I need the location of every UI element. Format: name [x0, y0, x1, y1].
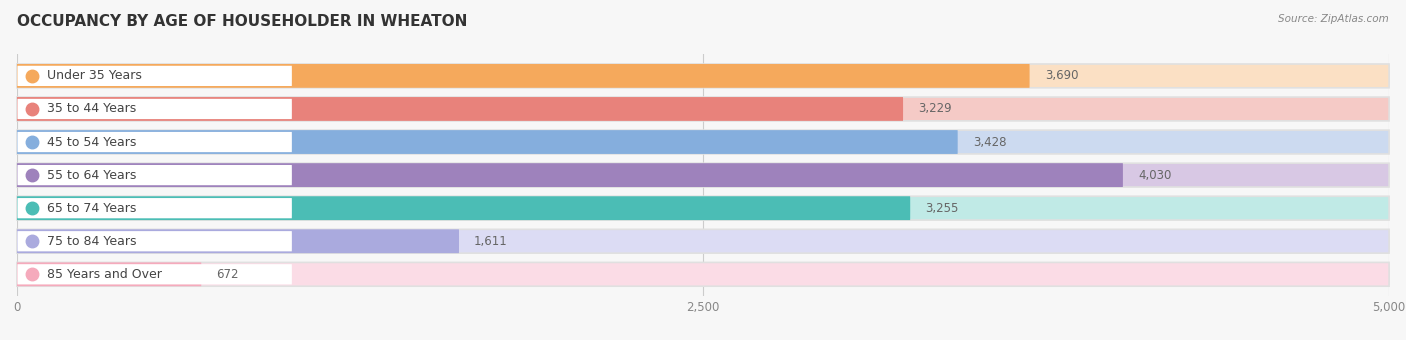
Text: 65 to 74 Years: 65 to 74 Years	[46, 202, 136, 215]
Text: 45 to 54 Years: 45 to 54 Years	[46, 136, 136, 149]
FancyBboxPatch shape	[17, 130, 1389, 154]
FancyBboxPatch shape	[17, 196, 910, 220]
FancyBboxPatch shape	[17, 231, 292, 251]
Text: Under 35 Years: Under 35 Years	[46, 69, 142, 82]
Text: 85 Years and Over: 85 Years and Over	[46, 268, 162, 281]
FancyBboxPatch shape	[17, 99, 292, 119]
FancyBboxPatch shape	[17, 165, 292, 185]
Text: 1,611: 1,611	[474, 235, 508, 248]
Text: 3,690: 3,690	[1045, 69, 1078, 82]
FancyBboxPatch shape	[17, 230, 458, 253]
Text: 35 to 44 Years: 35 to 44 Years	[46, 102, 136, 116]
FancyBboxPatch shape	[17, 97, 903, 121]
Text: 3,255: 3,255	[925, 202, 959, 215]
Text: 55 to 64 Years: 55 to 64 Years	[46, 169, 136, 182]
FancyBboxPatch shape	[17, 97, 1389, 121]
FancyBboxPatch shape	[17, 163, 1389, 187]
Text: Source: ZipAtlas.com: Source: ZipAtlas.com	[1278, 14, 1389, 23]
Text: 672: 672	[217, 268, 239, 281]
Text: 4,030: 4,030	[1137, 169, 1171, 182]
FancyBboxPatch shape	[17, 163, 1123, 187]
Text: 3,428: 3,428	[973, 136, 1007, 149]
FancyBboxPatch shape	[17, 196, 1389, 220]
FancyBboxPatch shape	[17, 198, 292, 218]
FancyBboxPatch shape	[17, 130, 957, 154]
Text: 75 to 84 Years: 75 to 84 Years	[46, 235, 136, 248]
FancyBboxPatch shape	[17, 262, 201, 286]
FancyBboxPatch shape	[17, 132, 292, 152]
FancyBboxPatch shape	[17, 262, 1389, 286]
FancyBboxPatch shape	[17, 264, 292, 285]
Text: 3,229: 3,229	[918, 102, 952, 116]
FancyBboxPatch shape	[17, 230, 1389, 253]
FancyBboxPatch shape	[17, 66, 292, 86]
FancyBboxPatch shape	[17, 64, 1389, 88]
Text: OCCUPANCY BY AGE OF HOUSEHOLDER IN WHEATON: OCCUPANCY BY AGE OF HOUSEHOLDER IN WHEAT…	[17, 14, 467, 29]
FancyBboxPatch shape	[17, 64, 1029, 88]
